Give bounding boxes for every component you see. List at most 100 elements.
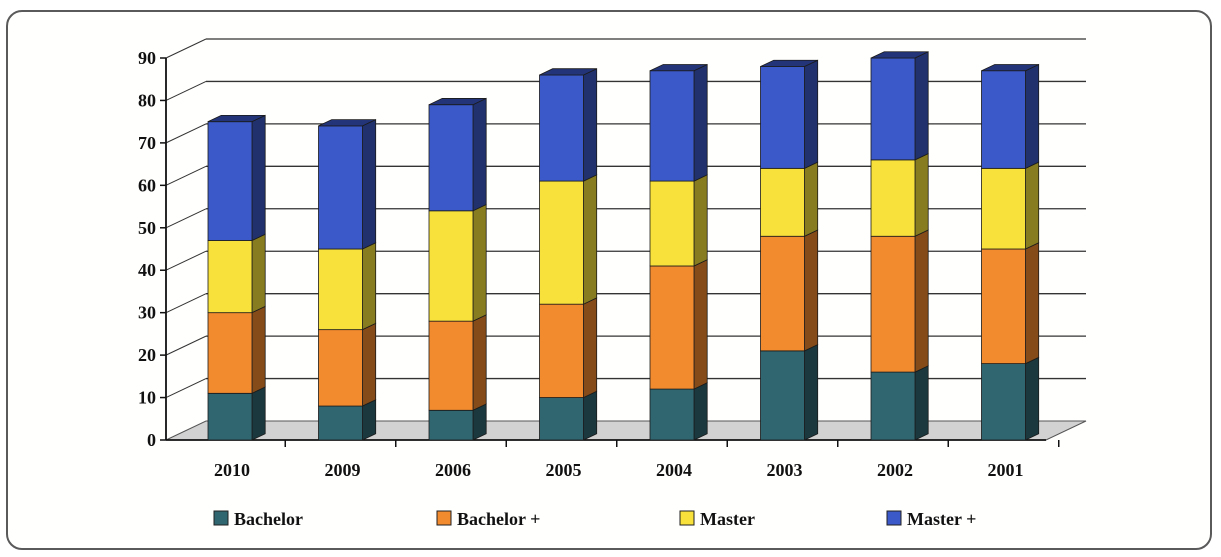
bar-2005-master-plus-side — [583, 68, 598, 182]
bar-2009-bachelor — [318, 405, 363, 441]
bar-2010-master-plus — [207, 121, 253, 241]
gridline-depth — [165, 378, 207, 399]
bar-2003-bachelor-plus — [760, 235, 805, 352]
bar-2010-bachelor — [207, 392, 253, 441]
bar-2006-bachelor — [428, 409, 474, 441]
bar-2002-master-plus — [870, 57, 916, 161]
bar-2006-master-side — [472, 203, 487, 322]
bar-2004-bachelor — [649, 388, 695, 441]
bar-2006-master-plus-side — [472, 97, 487, 212]
gridline-depth — [165, 208, 207, 229]
bar-2001-master-side — [1025, 161, 1040, 250]
bar-2010-master — [207, 240, 253, 314]
gridline-depth — [165, 80, 207, 101]
bar-2004-master — [649, 180, 695, 267]
y-tick-label: 40 — [138, 260, 156, 280]
legend-label: Bachelor + — [457, 509, 540, 529]
bar-2001-bachelor-side — [1025, 356, 1040, 441]
y-tick-label: 30 — [138, 303, 156, 323]
bar-2010-bachelor-plus — [207, 312, 253, 394]
gridline-depth — [165, 335, 207, 356]
bar-2001-master-plus-side — [1025, 63, 1040, 169]
bar-2004-bachelor-plus — [649, 265, 695, 390]
x-tick-labels: 2010 2009 2006 2005 2004 2003 2002 2001 — [214, 460, 1024, 480]
y-tick-label: 80 — [138, 90, 156, 110]
bar-2010-top — [207, 114, 266, 123]
bar-2004-master-plus — [649, 70, 695, 182]
bar-2003-bachelor — [760, 350, 805, 441]
legend-swatch — [213, 510, 229, 526]
legend-swatch — [436, 510, 452, 526]
bar-2005-bachelor — [539, 397, 584, 441]
y-tick-label: 50 — [138, 218, 156, 238]
bar-2006-master — [428, 210, 474, 322]
bar-2006-top — [428, 98, 487, 106]
y-tick-label: 90 — [138, 48, 156, 68]
bar-2010-master-plus-side — [251, 114, 266, 242]
bar-2004-bachelor-side — [693, 382, 708, 441]
bar-2004-bachelor-plus-side — [693, 259, 708, 390]
chart-floor — [165, 420, 1087, 441]
bar-2009-bachelor-side — [362, 399, 377, 441]
y-tick-label: 0 — [147, 430, 156, 450]
gridlines — [165, 38, 1086, 399]
bar-2003-master-side — [804, 161, 819, 237]
x-tick-label: 2001 — [988, 460, 1024, 480]
bar-2004-top — [649, 64, 708, 72]
bars — [207, 51, 1040, 441]
bar-2002-top — [870, 51, 929, 59]
y-tick-labels: 0 10 20 30 40 50 60 70 80 90 — [138, 48, 156, 450]
bar-2002-bachelor-plus — [870, 235, 916, 373]
bar-2009-master-side — [362, 242, 377, 331]
bar-2009-bachelor-plus-side — [362, 322, 377, 407]
bar-2002-bachelor — [870, 371, 916, 441]
bar-2006-master-plus — [428, 104, 474, 212]
y-tick-label: 60 — [138, 175, 156, 195]
legend-label: Master + — [907, 509, 976, 529]
bar-2002-bachelor-plus-side — [914, 229, 929, 373]
bar-2001-top — [981, 64, 1039, 72]
bar-2003-master-plus — [760, 66, 805, 169]
bar-2010-bachelor-plus-side — [251, 305, 266, 394]
bar-2010-master-side — [251, 233, 266, 314]
y-tick-label: 70 — [138, 133, 156, 153]
bar-2002-master — [870, 159, 916, 237]
bar-2005-bachelor-side — [583, 390, 598, 441]
legend-swatch — [679, 510, 695, 526]
x-tick-label: 2006 — [435, 460, 471, 480]
legend-label: Master — [700, 509, 755, 529]
legend-label: Bachelor — [234, 509, 303, 529]
bar-2003-master — [760, 167, 805, 237]
bar-2009-top — [318, 119, 376, 127]
bar-2005-master — [539, 180, 584, 305]
gridline-depth — [165, 250, 207, 271]
bar-2003-bachelor-side — [804, 343, 819, 441]
bar-2005-master-side — [583, 174, 598, 305]
gridline-depth — [165, 293, 207, 314]
bar-2001-master — [981, 167, 1026, 250]
y-tick-label: 10 — [138, 388, 156, 408]
bar-2010-bachelor-side — [251, 386, 266, 441]
bar-2004-master-side — [693, 174, 708, 267]
bar-2001-bachelor-plus — [981, 248, 1026, 364]
bar-2005-bachelor-plus — [539, 303, 584, 398]
gridline-depth — [165, 165, 207, 186]
bar-2003-top — [760, 59, 818, 67]
bar-2004-master-plus-side — [693, 63, 708, 182]
bar-2009-master-plus — [318, 125, 363, 250]
bar-2002-bachelor-side — [914, 365, 929, 441]
x-tick-label: 2010 — [214, 460, 250, 480]
gridline-depth — [165, 38, 207, 59]
x-tick-label: 2002 — [877, 460, 913, 480]
bar-2001-bachelor-plus-side — [1025, 242, 1040, 365]
legend: Bachelor Bachelor + Master Master + — [213, 509, 976, 529]
gridline-depth — [165, 123, 207, 144]
bar-2002-master-side — [914, 152, 929, 237]
bar-2003-master-plus-side — [804, 59, 819, 169]
bar-2005-master-plus — [539, 74, 584, 182]
legend-swatch — [886, 510, 902, 526]
bar-2005-bachelor-plus-side — [583, 297, 598, 399]
x-tick-label: 2004 — [656, 460, 692, 480]
bar-2003-bachelor-plus-side — [804, 229, 819, 352]
